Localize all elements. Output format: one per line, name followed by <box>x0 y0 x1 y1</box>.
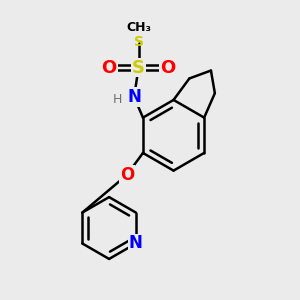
Text: H: H <box>113 93 123 106</box>
Text: O: O <box>101 58 117 76</box>
Text: S: S <box>132 58 145 76</box>
Text: CH₃: CH₃ <box>126 21 151 34</box>
Text: N: N <box>129 235 143 253</box>
Text: O: O <box>120 166 134 184</box>
Text: O: O <box>160 58 175 76</box>
Text: S: S <box>134 35 143 49</box>
Text: N: N <box>127 88 141 106</box>
